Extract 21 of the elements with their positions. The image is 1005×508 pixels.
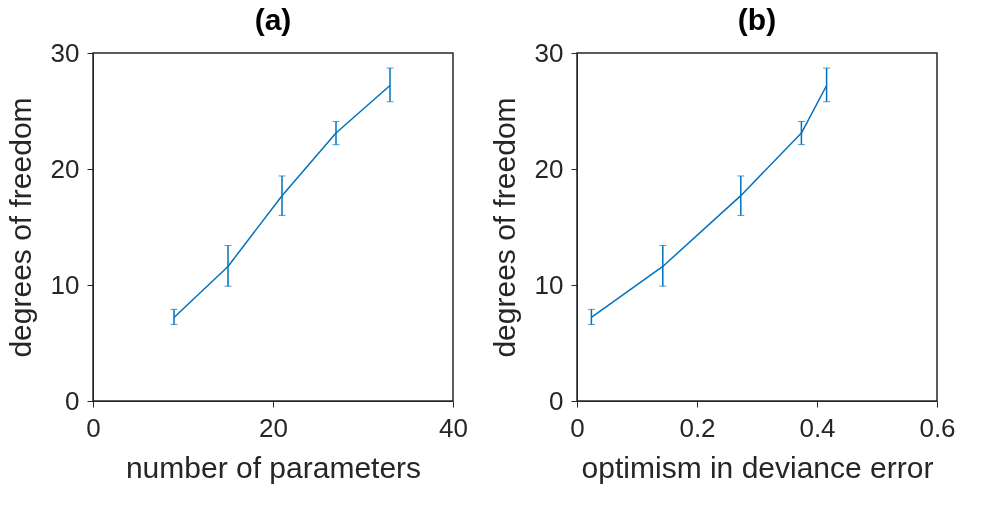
y-tick-label: 10 <box>534 269 564 300</box>
y-tick-label: 30 <box>50 37 80 68</box>
x-tick-label: 0.2 <box>679 412 716 443</box>
x-axis-title: optimism in deviance error <box>581 450 934 484</box>
chart-title: (b) <box>737 3 777 36</box>
y-tick-label: 30 <box>534 37 564 68</box>
x-tick-label: 40 <box>439 412 468 443</box>
x-tick-label: 0.6 <box>919 412 956 443</box>
y-axis-title: degrees of freedom <box>487 97 521 358</box>
y-tick-label: 20 <box>534 153 564 184</box>
y-tick-label: 20 <box>50 153 80 184</box>
x-tick-label: 0 <box>570 412 585 443</box>
y-axis-title: degrees of freedom <box>3 97 37 358</box>
x-axis-title: number of parameters <box>125 450 422 484</box>
x-tick-label: 20 <box>259 412 288 443</box>
x-tick-label: 0 <box>86 412 101 443</box>
y-tick-label: 10 <box>50 269 80 300</box>
y-tick-label: 0 <box>65 385 80 416</box>
chart-title: (a) <box>254 3 292 36</box>
y-tick-label: 0 <box>549 385 564 416</box>
x-tick-label: 0.4 <box>799 412 836 443</box>
